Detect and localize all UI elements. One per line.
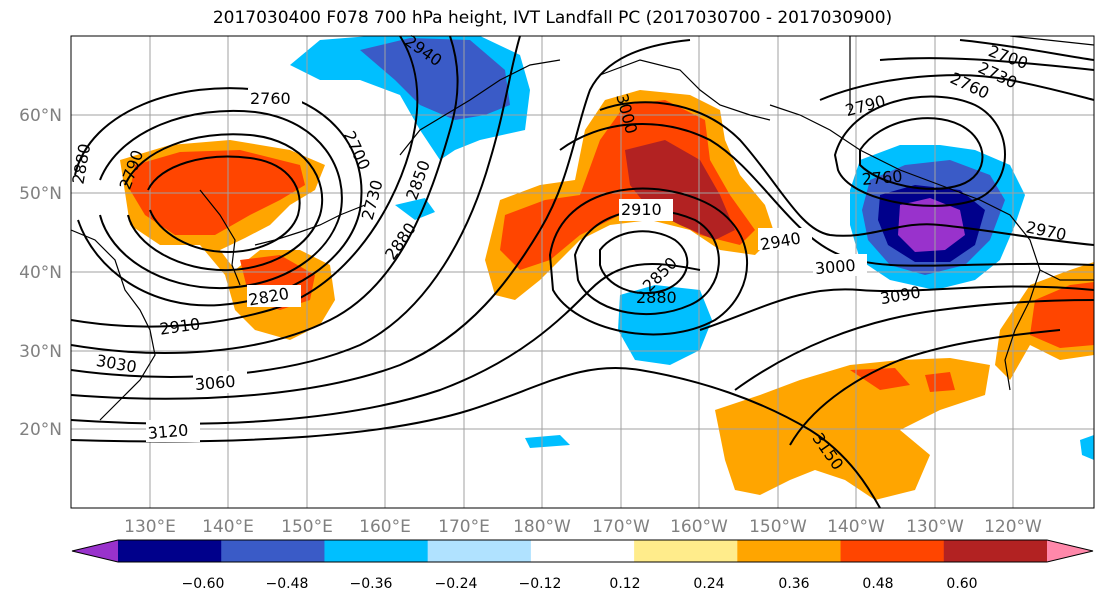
gridlines <box>71 36 1094 508</box>
colorbar-outline <box>71 539 1094 563</box>
map-frame <box>70 35 1095 509</box>
map-title: 2017030400 F078 700 hPa height, IVT Land… <box>212 8 893 28</box>
lon-label: 160°W <box>670 517 728 537</box>
colorbar-tick-label: −0.48 <box>266 576 309 592</box>
contour-label: 3060 <box>194 372 236 394</box>
colorbar-swatch <box>221 540 325 562</box>
lon-label: 180°W <box>513 517 571 537</box>
height-contours <box>71 36 1094 508</box>
coastlines <box>71 36 1094 421</box>
lon-label: 160°E <box>359 517 411 537</box>
colorbar-tick-label: −0.12 <box>519 576 562 592</box>
colorbar-swatch <box>840 540 945 562</box>
lon-label: 170°W <box>592 517 650 537</box>
contour-label: 3000 <box>814 256 856 278</box>
lat-label: 20°N <box>19 420 62 440</box>
anomaly-negative-north <box>290 36 530 220</box>
lon-label: 130°W <box>906 517 964 537</box>
lon-label: 120°W <box>984 517 1042 537</box>
colorbar-tick-labels: −0.60 −0.48 −0.36 −0.24 −0.12 0.12 0.24 … <box>182 576 978 592</box>
colorbar-swatch <box>530 540 635 562</box>
colorbar-tick-label: −0.36 <box>350 576 393 592</box>
anomaly-positive-central <box>485 90 775 300</box>
colorbar-extension-high <box>1047 540 1093 562</box>
contour-label: 2880 <box>636 288 677 307</box>
colorbar-tick-label: −0.60 <box>182 576 225 592</box>
contour-label: 2910 <box>621 200 662 219</box>
colorbar-tick-label: 0.36 <box>778 576 809 592</box>
lat-label: 50°N <box>19 184 62 204</box>
lon-label: 140°E <box>202 517 254 537</box>
lon-label: 140°W <box>827 517 885 537</box>
colorbar-tick-label: 0.48 <box>862 576 893 592</box>
contour-label: 2760 <box>250 89 291 108</box>
lon-label: 150°W <box>749 517 807 537</box>
lon-label: 170°E <box>438 517 490 537</box>
colorbar-swatch <box>943 540 1048 562</box>
colorbar-swatch <box>634 540 738 562</box>
colorbar <box>71 539 1094 563</box>
colorbar-swatch <box>118 540 222 562</box>
colorbar-tick-label: 0.12 <box>609 576 640 592</box>
contour-label: 3120 <box>147 420 189 442</box>
colorbar-tick-label: −0.24 <box>435 576 478 592</box>
colorbar-extension-low <box>72 540 118 562</box>
contour-label: 2760 <box>861 167 903 189</box>
lat-label: 40°N <box>19 263 62 283</box>
lat-label: 60°N <box>19 106 62 126</box>
latitude-labels: 60°N 50°N 40°N 30°N 20°N <box>19 106 62 440</box>
longitude-labels: 130°E 140°E 150°E 160°E 170°E 180°W 170°… <box>124 517 1042 537</box>
colorbar-tick-label: 0.60 <box>946 576 977 592</box>
colorbar-swatch <box>737 540 842 562</box>
lon-label: 150°E <box>281 517 333 537</box>
colorbar-swatch <box>324 540 429 562</box>
lat-label: 30°N <box>19 342 62 362</box>
lon-label: 130°E <box>124 517 176 537</box>
colorbar-swatch <box>427 540 532 562</box>
colorbar-tick-label: 0.24 <box>693 576 724 592</box>
